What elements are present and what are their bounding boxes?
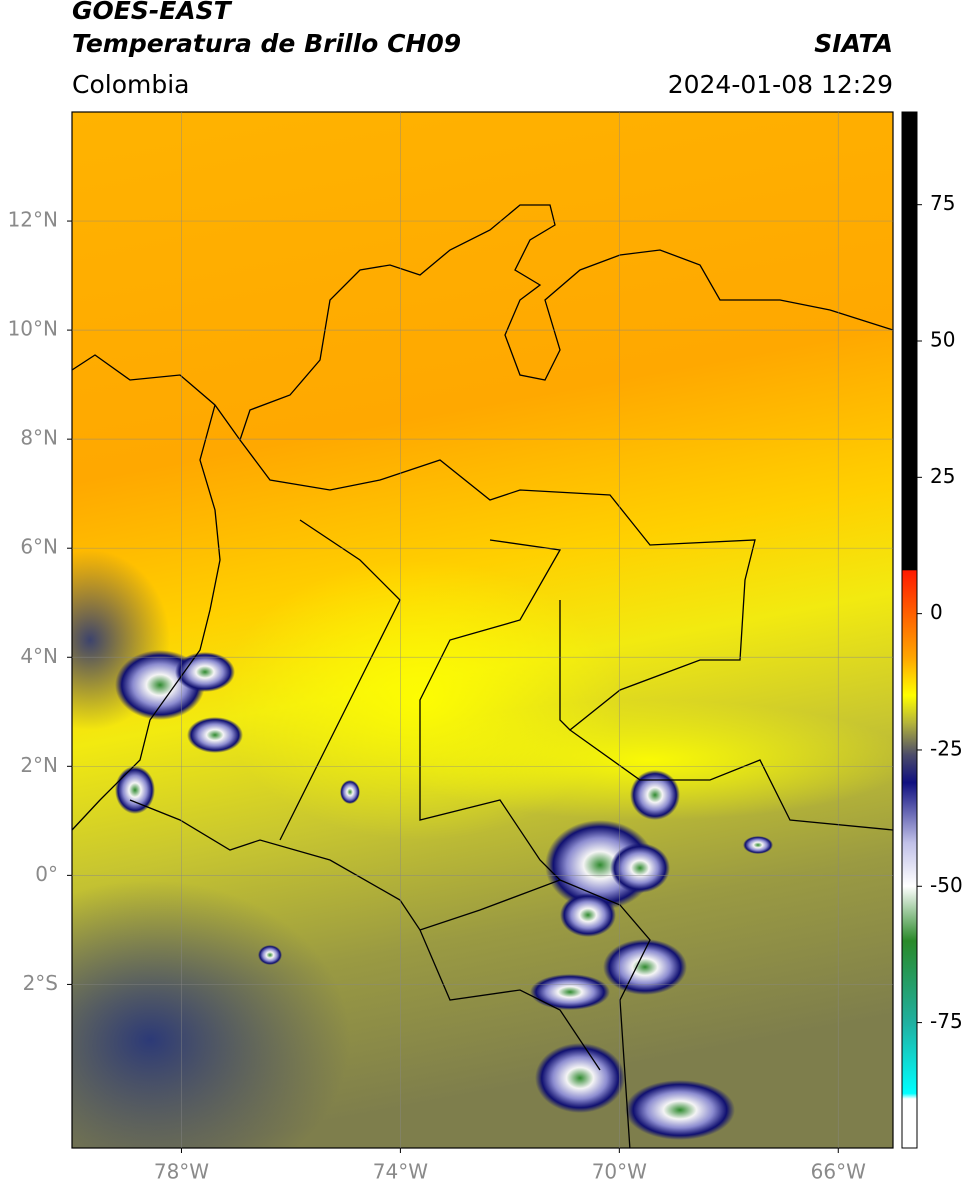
y-tick-label: 12°N (8, 208, 58, 232)
x-tick-label: 66°W (811, 1160, 866, 1184)
map-image (72, 112, 893, 1148)
source: SIATA (814, 29, 893, 58)
x-tick-label: 70°W (592, 1160, 647, 1184)
title: Temperatura de Brillo CH09 (72, 29, 461, 58)
y-tick-label: 4°N (20, 644, 58, 668)
map-frame (71, 111, 894, 1149)
colorbar-tick-label: 25 (930, 464, 955, 488)
y-tick-label: 2°S (23, 971, 58, 995)
datetime: 2024-01-08 12:29 (668, 70, 893, 99)
colorbar-tick-label: 0 (930, 600, 943, 624)
y-tick-label: 6°N (20, 535, 58, 559)
colorbar-fill (901, 111, 918, 1149)
y-tick-label: 10°N (8, 317, 58, 341)
colorbar-tick-label: -75 (930, 1009, 963, 1033)
colorbar-tick-label: -25 (930, 736, 963, 760)
colorbar-tick-label: 75 (930, 191, 955, 215)
colorbar: 75 50 25 0 -25 -50 -75 (901, 111, 963, 1149)
satellite: GOES-EAST (72, 0, 233, 25)
x-tick-label: 78°W (154, 1160, 209, 1184)
y-tick-label: 0° (35, 862, 58, 886)
x-tick-label: 74°W (373, 1160, 428, 1184)
axes: 78°W 74°W 70°W 66°W 12°N 10°N 8°N 6°N 4°N 2°N 0° 2°… (8, 112, 893, 1184)
y-tick-label: 8°N (20, 426, 58, 450)
colorbar-tick-label: 50 (930, 328, 955, 352)
colorbar-tick-label: -50 (930, 873, 963, 897)
region: Colombia (72, 70, 189, 99)
y-tick-label: 2°N (20, 753, 58, 777)
